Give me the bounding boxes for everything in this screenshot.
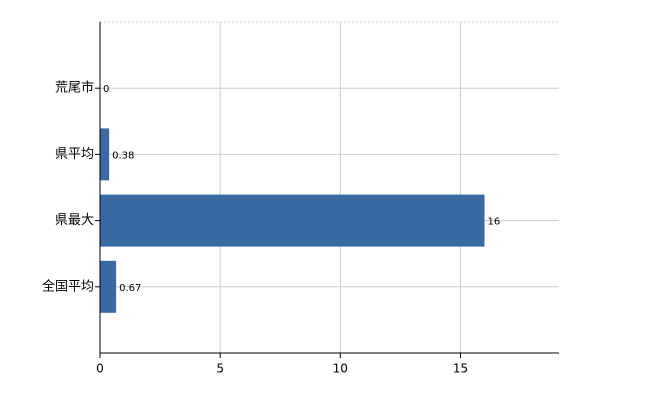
y-tick-label: 県最大 <box>55 213 94 228</box>
y-tick-label: 荒尾市 <box>55 80 94 96</box>
bar <box>100 194 485 247</box>
bar <box>100 128 110 181</box>
x-tick-label: 15 <box>453 362 468 376</box>
data-label: 0 <box>103 84 109 95</box>
bar <box>100 260 117 313</box>
x-tick-label: 5 <box>216 362 224 376</box>
x-tick-label: 10 <box>333 362 348 376</box>
data-label: 16 <box>488 217 501 228</box>
y-tick-label: 県平均 <box>55 147 94 162</box>
data-label: 0.67 <box>119 283 141 294</box>
data-label: 0.38 <box>112 150 134 161</box>
y-tick-label: 全国平均 <box>42 278 94 294</box>
x-tick-label: 0 <box>96 362 104 376</box>
